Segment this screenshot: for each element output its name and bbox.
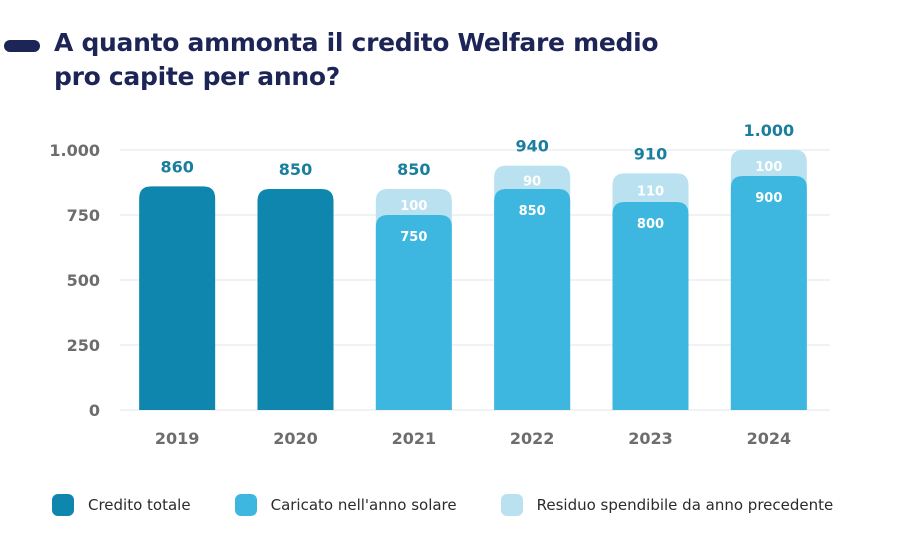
y-tick-label: 250	[67, 336, 100, 355]
legend-swatch-residuo	[500, 494, 523, 516]
data-label-caricato: 850	[519, 204, 546, 219]
data-label-caricato: 800	[637, 217, 664, 232]
data-label-residuo: 90	[523, 174, 541, 189]
data-label-total: 850	[279, 160, 312, 179]
x-tick-label: 2024	[747, 429, 792, 448]
legend-label: Residuo spendibile da anno precedente	[536, 496, 834, 514]
bar-segment-caricato	[494, 189, 571, 410]
data-label-residuo: 100	[755, 160, 782, 175]
bar-credito-totale	[139, 186, 216, 410]
legend-item-credito-totale: Credito totale	[52, 494, 191, 516]
title-accent-pill	[4, 40, 40, 52]
y-tick-label: 1.000	[49, 141, 100, 160]
legend-item-residuo: Residuo spendibile da anno precedente	[500, 494, 834, 516]
chart-title: A quanto ammonta il credito Welfare medi…	[54, 26, 754, 94]
legend-swatch-caricato	[234, 494, 257, 516]
y-tick-label: 0	[89, 401, 100, 420]
bar-credito-totale	[257, 189, 334, 410]
x-tick-label: 2019	[155, 429, 200, 448]
y-tick-label: 750	[67, 206, 100, 225]
x-tick-label: 2022	[510, 429, 555, 448]
legend-swatch-credito-totale	[52, 494, 74, 516]
data-label-residuo: 110	[637, 185, 664, 200]
legend-label: Credito totale	[88, 496, 191, 514]
bar-segment-caricato	[375, 215, 452, 410]
x-tick-label: 2023	[628, 429, 673, 448]
legend-label: Caricato nell'anno solare	[270, 496, 457, 514]
legend-item-caricato: Caricato nell'anno solare	[234, 494, 457, 516]
legend: Credito totale Caricato nell'anno solare…	[52, 494, 877, 516]
data-label-total: 910	[634, 144, 667, 163]
data-label-total: 860	[160, 157, 193, 176]
data-label-total: 1.000	[744, 121, 795, 140]
chart-title-line-1: A quanto ammonta il credito Welfare medi…	[54, 28, 659, 57]
data-label-caricato: 900	[755, 191, 782, 206]
data-label-total: 850	[397, 160, 430, 179]
x-tick-label: 2021	[392, 429, 437, 448]
data-label-total: 940	[515, 137, 548, 156]
chart-title-line-2: pro capite per anno?	[54, 62, 340, 91]
bar-segment-caricato	[612, 202, 689, 410]
bar-segment-caricato	[730, 176, 807, 410]
x-tick-label: 2020	[273, 429, 318, 448]
data-label-caricato: 750	[400, 230, 427, 245]
data-label-residuo: 100	[400, 199, 427, 214]
y-tick-label: 500	[67, 271, 100, 290]
